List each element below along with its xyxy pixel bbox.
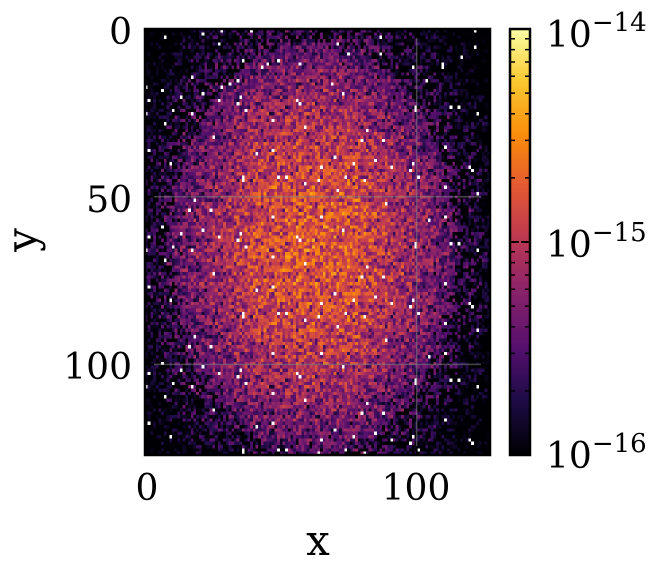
x-axis-label: x bbox=[306, 516, 330, 565]
colorbar-label-1e-16: 10−16 bbox=[546, 429, 647, 477]
heatmap-image bbox=[145, 29, 490, 455]
y-tick-label-100: 100 bbox=[63, 347, 132, 388]
colorbar-label-1e-14: 10−14 bbox=[546, 8, 647, 56]
colorbar-gradient bbox=[510, 29, 530, 455]
y-tick-label-50: 50 bbox=[86, 180, 132, 221]
y-tick-label-0: 0 bbox=[109, 12, 132, 53]
axis-ticks bbox=[144, 28, 490, 455]
colorbar-ticks bbox=[510, 28, 530, 456]
y-axis-label: y bbox=[0, 228, 46, 253]
x-tick-label-100: 100 bbox=[382, 468, 451, 509]
grid-lines bbox=[144, 29, 490, 455]
plot-frame bbox=[143, 27, 492, 457]
x-tick-label-0: 0 bbox=[136, 468, 159, 509]
colorbar-label-1e-15: 10−15 bbox=[546, 218, 647, 266]
